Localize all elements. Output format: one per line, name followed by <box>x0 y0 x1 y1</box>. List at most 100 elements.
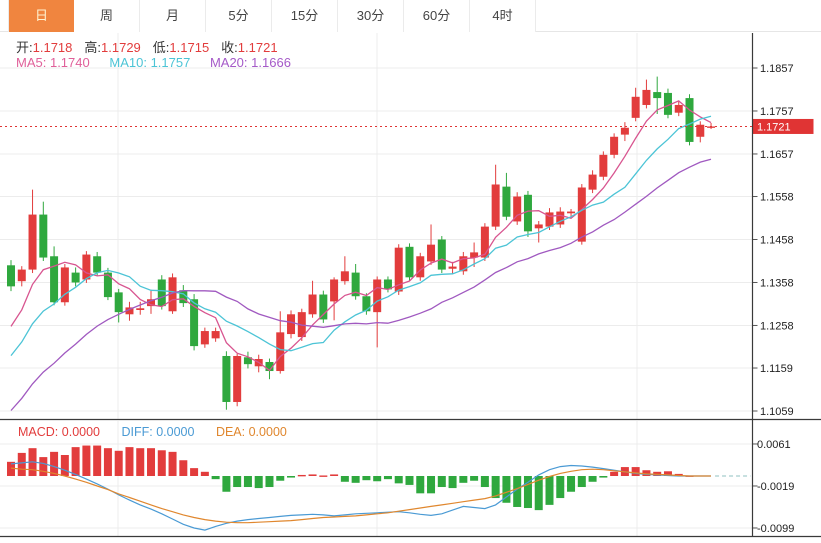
price-tick-label: 1.1458 <box>760 235 794 247</box>
diff-line <box>10 461 711 531</box>
close-label: 收: <box>221 40 238 55</box>
macd-hist-bar <box>222 476 231 492</box>
candle-body <box>7 265 15 287</box>
macd-hist-bar <box>60 455 69 476</box>
macd-hist-bar <box>211 476 220 480</box>
ma20-line <box>10 158 712 411</box>
candle-body <box>168 277 177 312</box>
candle-body <box>211 331 220 339</box>
candle-body <box>319 294 328 320</box>
dea-value-legend: DEA: 0.0000 <box>215 425 287 439</box>
macd-hist-bar <box>136 448 145 476</box>
macd-hist-bar <box>448 476 457 489</box>
ma10-legend: MA10: 1.1757 <box>109 55 191 70</box>
price-tick-label: 1.1258 <box>760 320 794 332</box>
candle-body <box>416 256 425 278</box>
candle-body <box>394 247 403 292</box>
candle-body <box>502 186 511 217</box>
candle-body <box>114 292 123 313</box>
ma5-line <box>10 100 712 372</box>
macd-hist-bar <box>373 476 382 482</box>
price-tick-label: 1.1657 <box>760 149 794 161</box>
candle-body <box>82 254 91 280</box>
candle-body <box>60 267 69 303</box>
candle-body <box>265 362 274 372</box>
price-tick-label: 1.1757 <box>760 106 794 118</box>
candle-body <box>663 92 672 115</box>
macd-hist-bar <box>631 467 640 476</box>
candle-body <box>39 214 48 258</box>
candle-body <box>534 224 543 229</box>
candle-body <box>136 308 145 310</box>
macd-hist-bar <box>308 474 317 476</box>
candle-body <box>480 226 489 258</box>
price-tick-label: 1.1358 <box>760 277 794 289</box>
macd-value-legend: MACD: 0.0000 <box>18 425 100 439</box>
macd-hist-bar <box>351 476 360 483</box>
candle-body <box>631 96 640 118</box>
diff-value-legend: DIFF: 0.0000 <box>121 425 195 439</box>
ma10-line <box>10 115 712 357</box>
candle-body <box>340 271 349 282</box>
candle-body <box>330 279 339 302</box>
macd-tick-label: -0.0099 <box>757 523 794 535</box>
candle-body <box>93 256 102 273</box>
toolbar-tab-6[interactable]: 30分 <box>338 0 404 32</box>
macd-hist-bar <box>502 476 511 503</box>
macd-hist-bar <box>523 476 532 509</box>
macd-hist-bar <box>50 451 59 476</box>
close-value: 1.1721 <box>237 40 278 55</box>
macd-hist-bar <box>39 457 48 476</box>
current-price-badge <box>752 118 814 134</box>
toolbar-tab-4[interactable]: 5分 <box>206 0 272 32</box>
candle-body <box>308 294 317 315</box>
toolbar-tab-1[interactable]: 日 <box>8 0 74 32</box>
macd-hist-bar <box>545 476 554 505</box>
macd-hist-bar <box>7 461 15 476</box>
macd-hist-bar <box>405 476 414 485</box>
candle-body <box>448 266 457 269</box>
macd-hist-bar <box>383 476 392 480</box>
candle-body <box>351 272 360 297</box>
macd-tick-label: -0.0019 <box>757 481 794 493</box>
candle-body <box>707 126 716 128</box>
macd-hist-bar <box>577 476 586 488</box>
candle-body <box>545 212 554 227</box>
open-label: 开: <box>16 40 33 55</box>
candle-body <box>653 92 662 99</box>
macd-hist-bar <box>610 471 619 476</box>
candle-body <box>157 279 166 307</box>
candle-body <box>523 194 532 232</box>
candle-body <box>125 307 134 315</box>
macd-hist-bar <box>168 451 177 476</box>
candle-body <box>287 314 296 335</box>
toolbar-tab-5[interactable]: 15分 <box>272 0 338 32</box>
macd-hist-bar <box>663 471 672 476</box>
candle-body <box>674 104 683 113</box>
high-label: 高: <box>84 40 102 55</box>
candle-body <box>17 269 26 282</box>
candle-body <box>642 89 651 105</box>
ma20-legend: MA20: 1.1666 <box>209 55 291 70</box>
toolbar-tab-8[interactable]: 4时 <box>470 0 536 32</box>
ma5-legend: MA5: 1.1740 <box>16 55 90 70</box>
candle-body <box>556 211 565 225</box>
toolbar-tab-7[interactable]: 60分 <box>404 0 470 32</box>
candle-body <box>470 252 479 258</box>
toolbar-tab-3[interactable]: 月 <box>140 0 206 32</box>
macd-hist-bar <box>17 452 26 476</box>
macd-hist-bar <box>71 447 80 476</box>
candle-body <box>71 272 80 283</box>
macd-legend: MACD: 0.0000 DIFF: 0.0000 DEA: 0.0000 <box>18 425 305 439</box>
macd-hist-bar <box>157 450 166 476</box>
macd-hist-bar <box>276 476 285 481</box>
macd-hist-bar <box>427 476 436 494</box>
macd-hist-bar <box>287 476 296 478</box>
price-tick-label: 1.1059 <box>760 406 794 418</box>
price-tick-label: 1.1159 <box>760 363 793 375</box>
toolbar-tab-2[interactable]: 周 <box>74 0 140 32</box>
dea-line <box>10 467 711 524</box>
macd-hist-bar <box>513 476 522 507</box>
candle-body <box>491 184 500 227</box>
